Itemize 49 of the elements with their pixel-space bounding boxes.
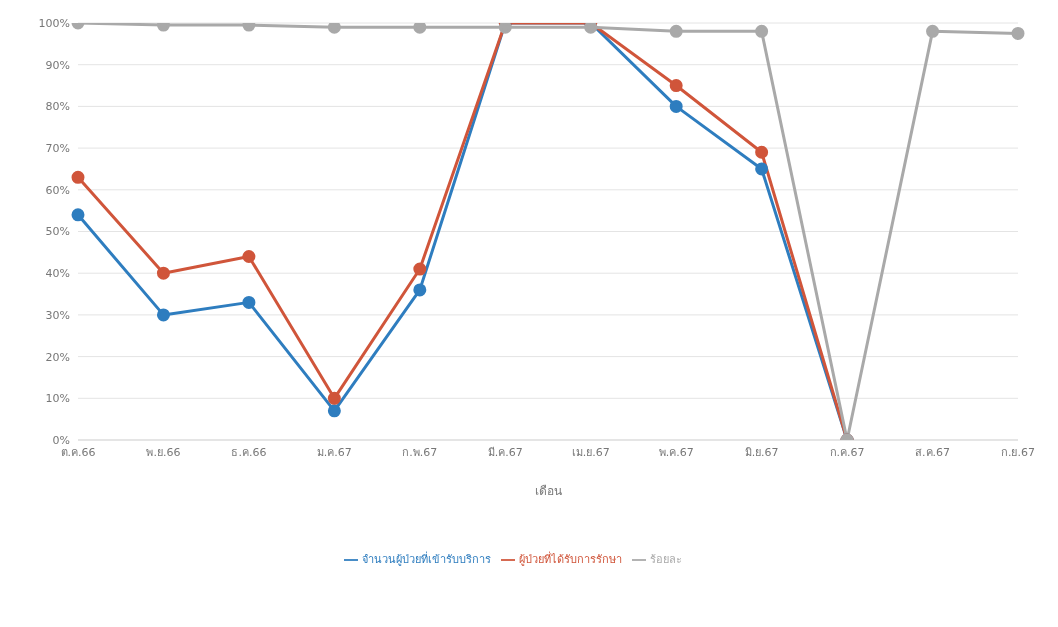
point	[669, 79, 683, 93]
point	[584, 23, 598, 34]
x-tick-label: ก.ค.67	[829, 445, 865, 459]
point	[327, 391, 341, 405]
point	[755, 162, 769, 176]
point	[413, 262, 427, 276]
point	[755, 145, 769, 159]
point	[71, 170, 85, 184]
point	[413, 23, 427, 34]
point	[242, 295, 256, 309]
point	[669, 24, 683, 38]
y-tick-label: 50%	[45, 225, 70, 239]
point	[1011, 26, 1025, 40]
x-tick-label: มี.ค.67	[487, 445, 523, 459]
x-tick-label: ต.ค.66	[60, 445, 96, 459]
point	[327, 23, 341, 34]
point	[242, 250, 256, 264]
x-tick-label: เม.ย.67	[571, 445, 610, 459]
x-tick-label: ก.ย.67	[1001, 445, 1035, 459]
x-tick-label: ธ.ค.66	[231, 445, 267, 459]
y-tick-label: 90%	[45, 58, 70, 72]
y-tick-label: 0%	[52, 433, 70, 447]
x-tick-label: พ.ค.67	[658, 445, 694, 459]
y-tick-label: 10%	[45, 392, 70, 406]
y-tick-label: 60%	[45, 183, 70, 197]
y-tick-label: 40%	[45, 267, 70, 281]
point	[156, 308, 170, 322]
x-tick-label: พ.ย.66	[146, 445, 181, 459]
x-tick-label: ส.ค.67	[915, 445, 951, 459]
legend-label: จำนวนผู้ป่วยที่เข้ารับบริการ	[362, 553, 491, 566]
point	[669, 99, 683, 113]
x-tick-label: ม.ค.67	[316, 445, 352, 459]
legend-label: ผู้ป่วยที่ได้รับการรักษา	[519, 553, 622, 566]
point	[71, 208, 85, 222]
point	[926, 24, 940, 38]
y-tick-label: 80%	[45, 100, 70, 114]
x-axis-title: เดือน	[534, 484, 562, 498]
y-tick-label: 20%	[45, 350, 70, 364]
point	[327, 404, 341, 418]
x-tick-label: ก.พ.67	[402, 445, 438, 459]
point	[413, 283, 427, 297]
y-tick-label: 30%	[45, 308, 70, 322]
x-tick-label: มิ.ย.67	[744, 445, 779, 459]
point	[498, 23, 512, 34]
y-tick-label: 70%	[45, 142, 70, 156]
point	[156, 266, 170, 280]
legend-label: ร้อยละ	[650, 553, 682, 566]
y-tick-label: 100%	[38, 16, 70, 30]
point	[755, 24, 769, 38]
